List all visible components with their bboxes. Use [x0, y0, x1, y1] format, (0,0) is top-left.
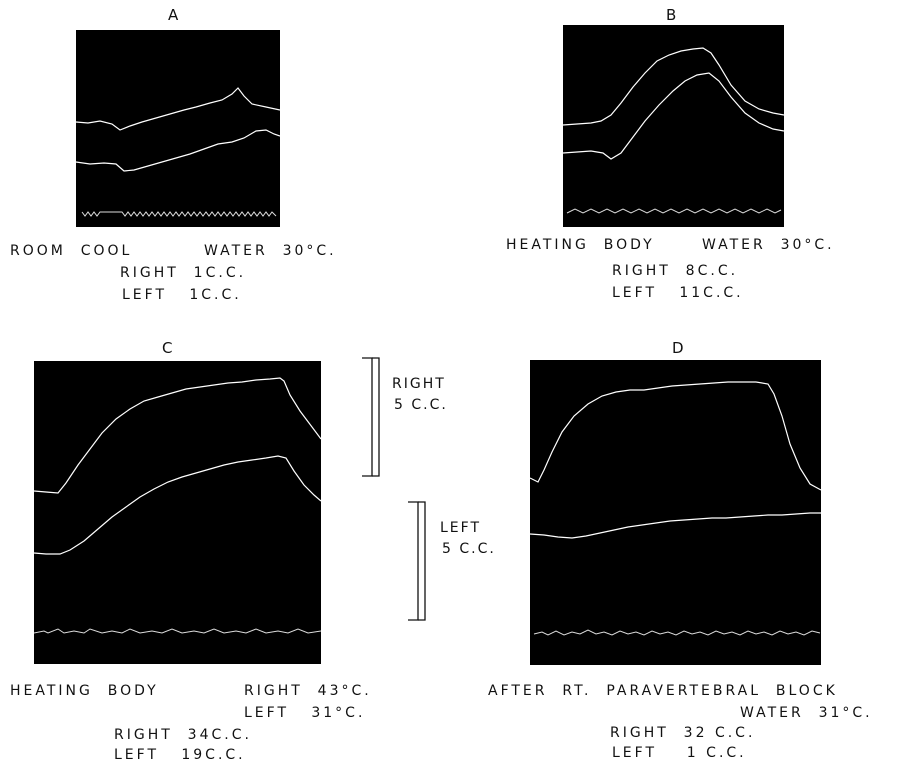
left-scale-bar: [408, 501, 426, 621]
panel-a-time-marker: [81, 211, 277, 217]
panel-c-recording: [34, 361, 321, 664]
panel-c-left-volume: LEFT 19C.C.: [114, 747, 246, 763]
panel-a-left-volume: LEFT 1C.C.: [122, 287, 242, 303]
panel-b-right-trace: [563, 47, 784, 126]
panel-c-letter: C: [162, 339, 174, 357]
panel-a-letter: A: [168, 6, 180, 24]
panel-a-right-volume: RIGHT 1C.C.: [120, 265, 247, 281]
right-scale-bar: [362, 357, 380, 477]
panel-d-left-volume: LEFT 1 C.C.: [612, 745, 747, 761]
panel-d-recording: [530, 360, 821, 665]
panel-d-right-trace: [530, 381, 821, 491]
panel-b-caption-left: HEATING BODY: [506, 237, 655, 253]
panel-c-time-marker: [34, 628, 321, 634]
panel-c-caption-right-temp: RIGHT 43°C.: [244, 683, 372, 699]
panel-b-left-volume: LEFT 11C.C.: [612, 285, 744, 301]
panel-b-letter: B: [666, 6, 678, 24]
panel-c-caption-left-temp: LEFT 31°C.: [244, 705, 366, 721]
right-scale-label-bottom: 5 C.C.: [394, 397, 448, 413]
panel-c-right-trace: [34, 377, 321, 494]
panel-d-caption-line1: AFTER RT. PARAVERTEBRAL BLOCK: [488, 683, 838, 699]
panel-d-time-marker: [533, 629, 821, 636]
panel-a-right-trace: [76, 87, 280, 131]
panel-d-caption-water: WATER 31°C.: [740, 705, 873, 721]
panel-d-right-volume: RIGHT 32 C.C.: [610, 725, 756, 741]
right-scale-label-top: RIGHT: [392, 376, 446, 392]
panel-d-left-trace: [530, 512, 821, 539]
panel-b-recording: [563, 25, 784, 227]
panel-a-caption-left: ROOM COOL: [10, 243, 133, 259]
panel-c-left-trace: [34, 455, 321, 555]
panel-b-right-volume: RIGHT 8C.C.: [612, 263, 739, 279]
panel-a-recording: [76, 30, 280, 227]
panel-b-time-marker: [566, 208, 782, 214]
panel-a-left-trace: [76, 129, 280, 172]
panel-c-caption-left: HEATING BODY: [10, 683, 159, 699]
left-scale-label-bottom: 5 C.C.: [442, 541, 496, 557]
panel-b-right-base: [563, 72, 784, 160]
left-scale-label-top: LEFT: [440, 520, 482, 536]
panel-a-caption-right: WATER 30°C.: [204, 243, 337, 259]
panel-b-caption-right: WATER 30°C.: [702, 237, 835, 253]
panel-d-letter: D: [672, 339, 685, 357]
panel-c-right-volume: RIGHT 34C.C.: [114, 727, 252, 743]
